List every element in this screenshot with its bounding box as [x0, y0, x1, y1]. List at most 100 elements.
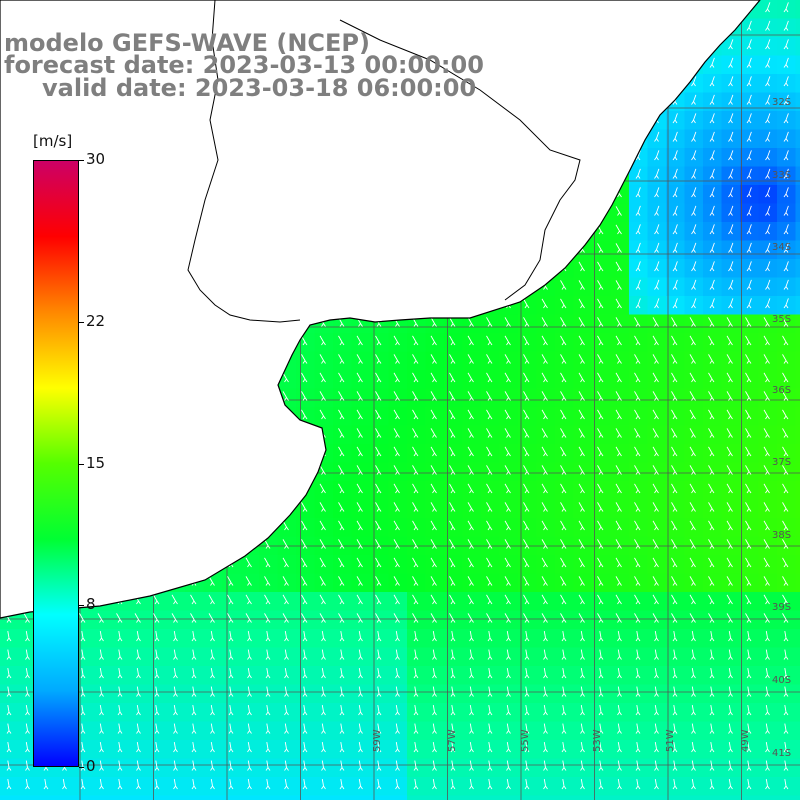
wind-arrow — [634, 539, 641, 549]
wind-arrow — [319, 502, 326, 512]
wind-arrow — [80, 779, 86, 790]
wind-arrow — [504, 539, 511, 549]
wind-arrow — [746, 168, 752, 179]
wind-arrow — [524, 686, 530, 697]
wind-arrow — [615, 317, 622, 327]
wind-arrow — [80, 705, 86, 716]
wind-arrow — [578, 557, 585, 568]
wind-arrow — [782, 465, 789, 475]
wind-arrow — [319, 372, 326, 383]
wind-arrow — [691, 649, 696, 660]
wind-arrow — [615, 391, 622, 401]
wind-arrow — [654, 649, 659, 660]
wind-arrow — [25, 686, 30, 697]
wind-arrow — [745, 391, 752, 401]
wind-arrow — [597, 261, 604, 272]
wind-arrow — [543, 686, 548, 697]
wind-arrow — [467, 613, 474, 623]
wind-arrow — [782, 409, 789, 420]
wind-arrow — [541, 354, 548, 364]
uruguay-border — [339, 19, 581, 301]
field-cell — [795, 370, 800, 390]
wind-arrow — [728, 113, 734, 124]
wind-arrow — [783, 187, 789, 198]
wind-arrow — [560, 483, 567, 494]
wind-arrow — [709, 298, 715, 309]
wind-arrow — [321, 631, 326, 642]
wind-arrow — [430, 502, 437, 512]
field-cell — [536, 795, 556, 800]
wind-arrow — [580, 723, 585, 734]
field-cell — [740, 795, 760, 800]
wind-arrow — [282, 391, 289, 401]
wind-arrow — [173, 779, 178, 790]
wind-arrow — [543, 723, 548, 734]
wind-arrow — [634, 594, 641, 605]
wind-arrow — [597, 483, 604, 494]
wind-arrow — [689, 465, 696, 475]
wind-arrow — [634, 446, 641, 457]
field-cell — [259, 795, 279, 800]
wind-arrow — [469, 631, 474, 642]
wind-arrow — [413, 742, 419, 753]
wind-arrow — [228, 705, 234, 716]
wind-arrow — [708, 428, 715, 438]
wind-arrow — [782, 613, 789, 623]
wind-arrow — [654, 187, 660, 198]
longitude-label: 53W — [592, 729, 603, 752]
wind-arrow — [117, 723, 123, 734]
wind-arrow — [523, 483, 530, 494]
wind-arrow — [728, 279, 734, 290]
wind-arrow — [746, 113, 752, 124]
colorbar-tick-mark — [79, 767, 84, 768]
wind-arrow — [467, 539, 474, 549]
wind-arrow — [726, 428, 733, 438]
wind-arrow — [319, 576, 326, 586]
wind-arrow — [763, 613, 770, 623]
wind-arrow — [765, 631, 770, 642]
wind-arrow — [615, 557, 622, 568]
field-cell — [592, 795, 612, 800]
wind-arrow — [282, 613, 289, 623]
wind-arrow — [393, 372, 400, 383]
field-cell — [795, 92, 800, 112]
wind-arrow — [338, 557, 345, 568]
wind-arrow — [191, 742, 197, 753]
wind-arrow — [413, 705, 419, 716]
wind-arrow — [247, 723, 252, 734]
wind-arrow — [430, 428, 437, 438]
wind-arrow — [765, 39, 771, 50]
wind-arrow — [765, 279, 771, 290]
wind-arrow — [99, 723, 104, 734]
wind-arrow — [467, 576, 474, 586]
wind-arrow — [745, 446, 752, 457]
field-cell — [610, 795, 630, 800]
colorbar-tick-label: 22 — [86, 311, 106, 330]
colorbar-tick-label: 30 — [86, 150, 106, 168]
wind-arrow — [430, 446, 437, 457]
wind-arrow — [691, 742, 696, 753]
wind-arrow — [321, 668, 326, 679]
wind-arrow — [356, 557, 363, 568]
field-cell — [795, 351, 800, 371]
wind-arrow — [395, 760, 400, 771]
wind-arrow — [671, 335, 678, 346]
wind-arrow — [210, 631, 215, 642]
wind-arrow — [190, 594, 197, 605]
wind-arrow — [746, 205, 752, 216]
wind-arrow — [301, 557, 308, 568]
wind-arrow — [504, 428, 511, 438]
wind-arrow — [654, 168, 660, 179]
wind-arrow — [560, 354, 567, 364]
wind-arrow — [561, 742, 567, 753]
wind-arrow — [745, 335, 752, 346]
wind-arrow — [486, 557, 493, 568]
wind-arrow — [671, 594, 678, 605]
wind-arrow — [652, 520, 659, 531]
wind-arrow — [302, 668, 308, 679]
wind-arrow — [376, 631, 382, 642]
wind-arrow — [375, 409, 382, 420]
wind-arrow — [763, 520, 770, 531]
wind-arrow — [541, 335, 548, 346]
wind-arrow — [615, 372, 622, 383]
